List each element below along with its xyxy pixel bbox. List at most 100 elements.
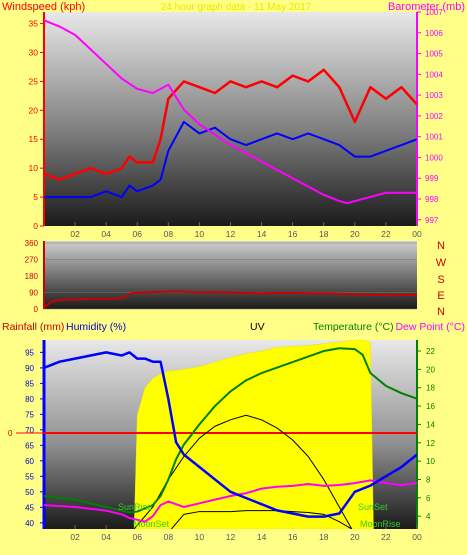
temp-y-tick-label: 18 [426, 384, 435, 393]
x-tick-label: 00 [412, 532, 422, 542]
baro-y-tick-label: 997 [425, 216, 439, 225]
x-tick-label: 18 [319, 532, 329, 542]
humidity-y-tick-label: 80 [25, 395, 34, 404]
sunrise-label: SunRise [118, 502, 152, 512]
direction-panel-bg [44, 241, 417, 309]
wind-y-tick-label: 10 [29, 163, 39, 173]
x-tick-label: 10 [195, 229, 205, 239]
humidity-y-tick-label: 45 [25, 503, 34, 512]
x-tick-label: 08 [164, 532, 174, 542]
gust-line [44, 68, 417, 181]
sun-elevation-line [133, 414, 353, 529]
x-tick-label: 16 [288, 532, 298, 542]
direction-series-group [44, 290, 417, 308]
moonset-label: MoonSet [133, 519, 170, 529]
humidity-y-tick-label: 65 [25, 441, 34, 450]
direction-y-tick-label: 90 [29, 289, 38, 298]
humidity-y-tick-label: 55 [25, 472, 34, 481]
baro-y-tick-label: 1003 [425, 91, 443, 100]
humidity-y-tick-label: 50 [25, 488, 34, 497]
chart-subtitle: 24 hour graph data - 11 May 2017 [161, 2, 312, 13]
x-tick-label: 12 [226, 229, 236, 239]
baro-y-tick-label: 1005 [425, 50, 443, 59]
temperature-axis-label: Temperature (°C) [313, 321, 394, 333]
humidity-y-tick-label: 75 [25, 410, 34, 419]
x-tick-label: 20 [350, 229, 360, 239]
temp-y-tick-label: 20 [426, 365, 435, 374]
compass-n-bottom: N [437, 306, 445, 318]
wind-axis-ticks: 0510152025303599799899910001001100210031… [29, 8, 444, 239]
rain-axis-ticks: 40 45 50 55 60 65 70 75 80 85 90 95 4 6 8 10 12 14 16 18 20 2… [8, 347, 435, 542]
direction-y-tick-label: 360 [25, 239, 39, 248]
x-tick-label: 06 [133, 532, 143, 542]
average-line [44, 120, 417, 199]
humidity-y-tick-label: 40 [25, 519, 34, 528]
direction-line [44, 290, 417, 308]
x-tick-label: 10 [195, 532, 205, 542]
barometer-axis-label: Barometer (mb) [388, 1, 465, 13]
rain-y-tick-label: 0 [8, 429, 13, 438]
wind-y-tick-label: 30 [29, 47, 39, 57]
uv-label: UV [250, 321, 265, 333]
humidity-axis-label: Humidity (%) [66, 321, 126, 333]
dewpoint-line [44, 479, 417, 523]
compass-w: W [436, 257, 447, 269]
barometer-line [44, 19, 417, 205]
baro-y-tick-label: 1002 [425, 112, 443, 121]
rain-series-group [44, 340, 417, 529]
temp-y-tick-label: 14 [426, 420, 435, 429]
humidity-y-tick-label: 90 [25, 364, 34, 373]
wind-series-group [44, 19, 417, 205]
temperature-line [44, 347, 417, 514]
humidity-y-tick-label: 85 [25, 379, 34, 388]
humidity-y-tick-label: 95 [25, 348, 34, 357]
baro-y-tick-label: 1004 [425, 70, 443, 79]
moonrise-label: MoonRise [360, 519, 401, 529]
direction-y-tick-label: 180 [25, 272, 39, 281]
compass-n-top: N [437, 240, 445, 252]
x-tick-label: 06 [133, 229, 143, 239]
direction-y-tick-label: 270 [25, 256, 39, 265]
wind-y-tick-label: 15 [29, 134, 39, 144]
x-tick-label: 22 [381, 229, 391, 239]
temp-y-tick-label: 6 [426, 494, 431, 503]
x-tick-label: 22 [381, 532, 391, 542]
x-tick-label: 16 [288, 229, 298, 239]
x-tick-label: 04 [101, 532, 111, 542]
uv-area [133, 340, 374, 529]
wind-y-tick-label: 0 [33, 221, 38, 231]
dewpoint-axis-label: Dew Point (°C) [395, 321, 465, 333]
baro-y-tick-label: 1007 [425, 8, 443, 17]
temp-y-tick-label: 22 [426, 347, 435, 356]
x-tick-label: 20 [350, 532, 360, 542]
wind-y-tick-label: 20 [29, 105, 39, 115]
humidity-y-tick-label: 60 [25, 457, 34, 466]
temp-y-tick-label: 16 [426, 402, 435, 411]
wind-y-tick-label: 35 [29, 19, 39, 29]
baro-y-tick-label: 1006 [425, 29, 443, 38]
temp-y-tick-label: 4 [426, 512, 431, 521]
compass-s: S [437, 274, 444, 286]
x-tick-label: 14 [257, 229, 267, 239]
x-tick-label: 02 [70, 532, 80, 542]
sunset-label: SunSet [358, 502, 388, 512]
x-tick-label: 18 [319, 229, 329, 239]
humidity-line [44, 351, 417, 518]
direction-y-tick-label: 0 [34, 305, 39, 314]
temp-y-tick-label: 10 [426, 457, 435, 466]
rainfall-axis-label: Rainfall (mm) [2, 321, 64, 333]
wind-y-tick-label: 5 [33, 192, 38, 202]
temp-y-tick-label: 8 [426, 475, 431, 484]
x-tick-label: 12 [226, 532, 236, 542]
x-tick-label: 04 [101, 229, 111, 239]
baro-y-tick-label: 1001 [425, 133, 443, 142]
x-tick-label: 00 [412, 229, 422, 239]
baro-y-tick-label: 998 [425, 195, 439, 204]
wind-y-tick-label: 25 [29, 76, 39, 86]
x-tick-label: 14 [257, 532, 267, 542]
x-tick-label: 02 [70, 229, 80, 239]
compass-e: E [437, 290, 444, 302]
baro-y-tick-label: 999 [425, 174, 439, 183]
